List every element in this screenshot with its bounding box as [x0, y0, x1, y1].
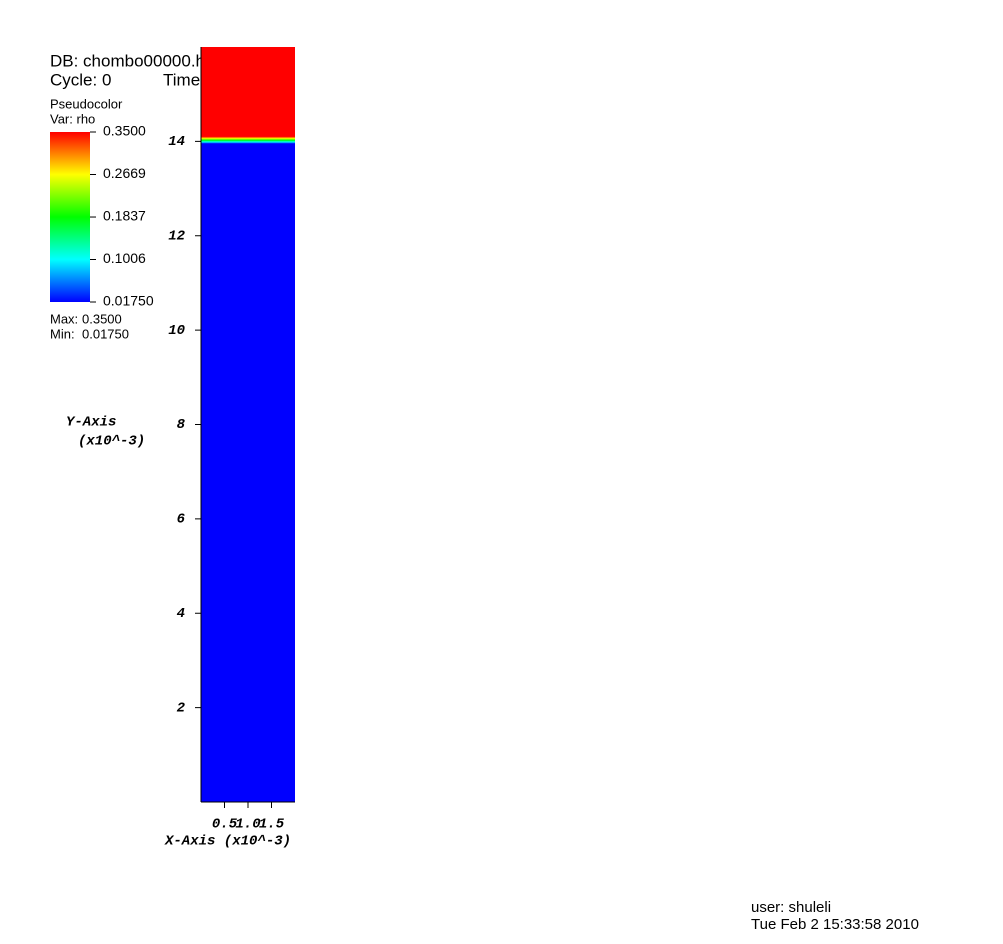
- y-tick-label: 12: [168, 228, 185, 244]
- colorbar-tick-label: 0.1006: [103, 250, 146, 266]
- colorbar-tick-label: 0.1837: [103, 208, 146, 224]
- plot-name: Pseudocolor: [50, 96, 123, 111]
- x-tick-label: 1.0: [235, 817, 260, 833]
- field: [201, 47, 295, 802]
- x-tick-label: 0.5: [212, 817, 238, 833]
- colorbar-tick-label: 0.3500: [103, 123, 146, 139]
- colorbar: [50, 132, 90, 302]
- colorbar-tick-label: 0.2669: [103, 165, 146, 181]
- user: user: shuleli: [751, 899, 831, 916]
- min-prefix: Min:: [50, 326, 75, 341]
- var-name: Var: rho: [50, 111, 95, 126]
- min-value: 0.01750: [82, 326, 129, 341]
- max-prefix: Max:: [50, 311, 78, 326]
- y-tick-label: 6: [177, 512, 186, 528]
- y-axis-units: (x10^-3): [78, 434, 145, 450]
- date: Tue Feb 2 15:33:58 2010: [751, 916, 919, 933]
- cycle: Cycle: 0: [50, 70, 111, 89]
- max-value: 0.3500: [82, 311, 122, 326]
- y-tick-label: 2: [177, 700, 186, 716]
- y-tick-label: 10: [168, 323, 185, 339]
- db-name: DB: chombo00000.hdf: [50, 51, 219, 70]
- colorbar-tick-label: 0.01750: [103, 293, 154, 309]
- y-tick-label: 8: [177, 417, 186, 433]
- x-tick-label: 1.5: [259, 817, 285, 833]
- y-tick-label: 4: [177, 606, 185, 622]
- x-axis-label: X-Axis (x10^-3): [164, 834, 291, 850]
- y-axis-label: Y-Axis: [66, 415, 116, 431]
- y-tick-label: 14: [168, 134, 185, 150]
